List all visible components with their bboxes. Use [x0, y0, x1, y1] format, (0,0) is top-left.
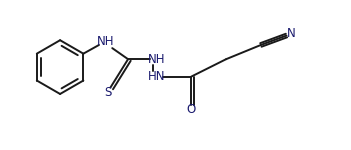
Text: N: N: [286, 27, 295, 40]
Text: S: S: [104, 86, 111, 99]
Text: O: O: [187, 103, 196, 116]
Text: NH: NH: [148, 53, 165, 66]
Text: HN: HN: [148, 70, 165, 83]
Text: NH: NH: [97, 35, 115, 48]
